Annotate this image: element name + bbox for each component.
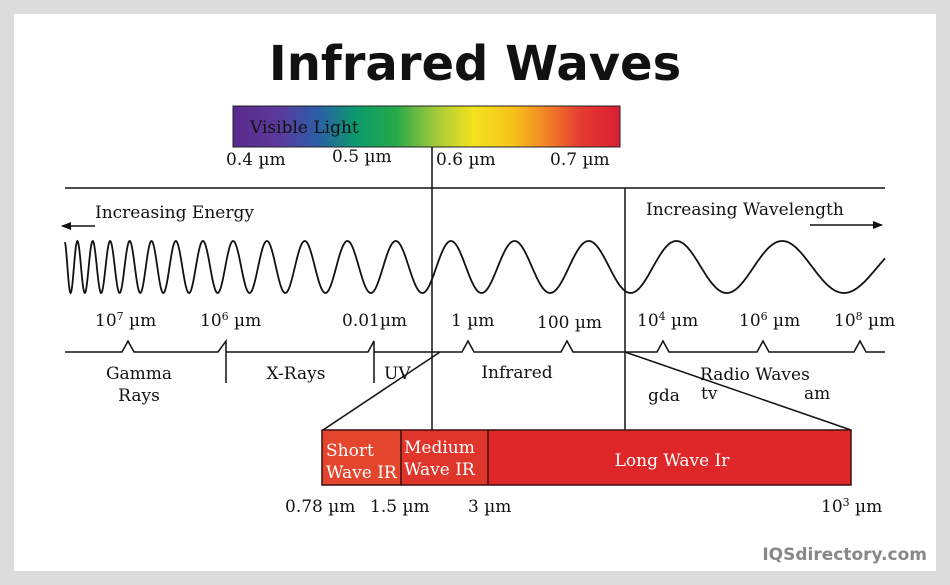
- scale-tick-1e4: 104 µm: [637, 310, 698, 332]
- long-wave-ir-band: [488, 430, 851, 485]
- gamma-label-line2: Rays: [118, 386, 160, 406]
- long-wave-label: Long Wave Ir: [615, 451, 731, 471]
- visible-tick-07: 0.7 µm: [550, 150, 610, 170]
- am-label: am: [804, 384, 830, 404]
- scale-tick-1e8: 108 µm: [834, 310, 895, 332]
- scale-tick-1e6-b: 106 µm: [739, 310, 800, 332]
- visible-tick-06: 0.6 µm: [436, 150, 496, 170]
- short-wave-label: Short: [326, 441, 374, 461]
- page-title: Infrared Waves: [269, 36, 681, 92]
- ir-tick-078: 0.78 µm: [285, 497, 355, 517]
- scale-tick-1: 1 µm: [451, 311, 494, 331]
- brand-watermark: IQSdirectory.com: [762, 545, 927, 565]
- wavelength-label: Increasing Wavelength: [646, 200, 844, 220]
- xrays-label: X-Rays: [267, 364, 326, 384]
- scale-tick-1e6: 106 µm: [200, 310, 261, 332]
- short-wave-ir-band: [322, 430, 401, 485]
- medium-wave-label: Medium: [404, 438, 475, 458]
- visible-light-label: Visible Light: [249, 118, 359, 138]
- ir-tick-3: 3 µm: [468, 497, 511, 517]
- ir-tick-1e3: 103 µm: [821, 496, 882, 518]
- visible-tick-04: 0.4 µm: [226, 150, 286, 170]
- scale-tick-100: 100 µm: [537, 313, 602, 333]
- zoom-line-left: [322, 351, 441, 431]
- medium-wave-label-line2: Wave IR: [404, 460, 476, 480]
- gda-label: gda: [648, 386, 680, 406]
- infrared-label: Infrared: [481, 363, 552, 383]
- electromagnetic-wave: [64, 239, 886, 295]
- scale-tick-1e7: 107 µm: [95, 310, 156, 332]
- uv-label: UV: [384, 364, 411, 384]
- gamma-label: Gamma: [106, 364, 172, 384]
- spectrum-scale-line: [65, 338, 885, 383]
- scale-tick-001: 0.01µm: [342, 311, 407, 331]
- energy-label: Increasing Energy: [95, 203, 254, 223]
- visible-light-bar: [232, 105, 621, 148]
- tv-label: tv: [701, 384, 718, 404]
- short-wave-label-line2: Wave IR: [326, 463, 398, 483]
- zoom-line-right: [624, 351, 852, 431]
- ir-band-frame: [321, 429, 852, 486]
- medium-wave-ir-band: [401, 430, 488, 485]
- radio-waves-label: Radio Waves: [700, 365, 810, 385]
- ir-tick-15: 1.5 µm: [370, 497, 430, 517]
- visible-tick-05: 0.5 µm: [332, 147, 392, 167]
